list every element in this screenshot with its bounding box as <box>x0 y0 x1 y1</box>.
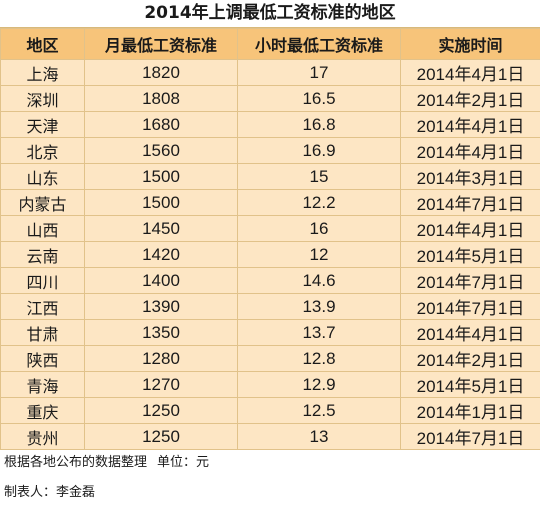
monthly-wage-cell: 1820 <box>84 59 238 86</box>
hourly-wage-cell: 16.8 <box>237 111 401 138</box>
hourly-wage-cell: 16 <box>237 215 401 242</box>
effective-date-cell: 2014年7月1日 <box>400 267 540 294</box>
monthly-wage-cell: 1500 <box>84 163 238 190</box>
table-row: 山西 1450 16 2014年4月1日 <box>0 215 540 242</box>
table-row: 深圳 1808 16.5 2014年2月1日 <box>0 85 540 112</box>
hourly-wage-cell: 12.5 <box>237 397 401 424</box>
table-row: 北京 1560 16.9 2014年4月1日 <box>0 137 540 164</box>
header-row: 地区 月最低工资标准 小时最低工资标准 实施时间 <box>0 28 540 60</box>
monthly-wage-cell: 1270 <box>84 371 238 398</box>
region-cell: 甘肃 <box>0 319 85 346</box>
region-cell: 云南 <box>0 241 85 268</box>
table-row: 天津 1680 16.8 2014年4月1日 <box>0 111 540 138</box>
header-effective-date: 实施时间 <box>400 28 540 60</box>
hourly-wage-cell: 17 <box>237 59 401 86</box>
effective-date-cell: 2014年3月1日 <box>400 163 540 190</box>
table-row: 上海 1820 17 2014年4月1日 <box>0 59 540 86</box>
region-cell: 内蒙古 <box>0 189 85 216</box>
monthly-wage-cell: 1420 <box>84 241 238 268</box>
table-row: 山东 1500 15 2014年3月1日 <box>0 163 540 190</box>
table-row: 重庆 1250 12.5 2014年1月1日 <box>0 397 540 424</box>
effective-date-cell: 2014年4月1日 <box>400 111 540 138</box>
table-row: 陕西 1280 12.8 2014年2月1日 <box>0 345 540 372</box>
monthly-wage-cell: 1450 <box>84 215 238 242</box>
effective-date-cell: 2014年7月1日 <box>400 423 540 450</box>
table-row: 内蒙古 1500 12.2 2014年7月1日 <box>0 189 540 216</box>
table-row: 四川 1400 14.6 2014年7月1日 <box>0 267 540 294</box>
effective-date-cell: 2014年4月1日 <box>400 137 540 164</box>
hourly-wage-cell: 14.6 <box>237 267 401 294</box>
hourly-wage-cell: 12.8 <box>237 345 401 372</box>
monthly-wage-cell: 1500 <box>84 189 238 216</box>
effective-date-cell: 2014年4月1日 <box>400 215 540 242</box>
table-body: 上海 1820 17 2014年4月1日 深圳 1808 16.5 2014年2月1日 天津… <box>0 59 540 450</box>
hourly-wage-cell: 12.9 <box>237 371 401 398</box>
monthly-wage-cell: 1250 <box>84 423 238 450</box>
region-cell: 上海 <box>0 59 85 86</box>
region-cell: 青海 <box>0 371 85 398</box>
table-title: 2014年上调最低工资标准的地区 <box>0 0 540 28</box>
table-row: 青海 1270 12.9 2014年5月1日 <box>0 371 540 398</box>
table-row: 云南 1420 12 2014年5月1日 <box>0 241 540 268</box>
table-row: 甘肃 1350 13.7 2014年4月1日 <box>0 319 540 346</box>
monthly-wage-cell: 1350 <box>84 319 238 346</box>
effective-date-cell: 2014年1月1日 <box>400 397 540 424</box>
table-row: 江西 1390 13.9 2014年7月1日 <box>0 293 540 320</box>
monthly-wage-cell: 1400 <box>84 267 238 294</box>
monthly-wage-cell: 1280 <box>84 345 238 372</box>
table-row: 贵州 1250 13 2014年7月1日 <box>0 423 540 450</box>
hourly-wage-cell: 13.9 <box>237 293 401 320</box>
source-note: 根据各地公布的数据整理 <box>4 455 148 470</box>
region-cell: 山西 <box>0 215 85 242</box>
monthly-wage-cell: 1680 <box>84 111 238 138</box>
region-cell: 重庆 <box>0 397 85 424</box>
unit-note: 单位：元 <box>157 455 210 470</box>
region-cell: 江西 <box>0 293 85 320</box>
effective-date-cell: 2014年5月1日 <box>400 371 540 398</box>
effective-date-cell: 2014年2月1日 <box>400 85 540 112</box>
effective-date-cell: 2014年7月1日 <box>400 189 540 216</box>
author-note: 制表人：李金磊 <box>4 485 96 500</box>
region-cell: 深圳 <box>0 85 85 112</box>
region-cell: 四川 <box>0 267 85 294</box>
region-cell: 山东 <box>0 163 85 190</box>
effective-date-cell: 2014年2月1日 <box>400 345 540 372</box>
header-region: 地区 <box>0 28 85 60</box>
header-monthly-wage: 月最低工资标准 <box>84 28 238 60</box>
hourly-wage-cell: 12 <box>237 241 401 268</box>
hourly-wage-cell: 13.7 <box>237 319 401 346</box>
hourly-wage-cell: 12.2 <box>237 189 401 216</box>
monthly-wage-cell: 1390 <box>84 293 238 320</box>
footer: 根据各地公布的数据整理 单位：元 制表人：李金磊 <box>0 450 540 506</box>
monthly-wage-cell: 1560 <box>84 137 238 164</box>
effective-date-cell: 2014年7月1日 <box>400 293 540 320</box>
region-cell: 贵州 <box>0 423 85 450</box>
region-cell: 北京 <box>0 137 85 164</box>
hourly-wage-cell: 15 <box>237 163 401 190</box>
region-cell: 天津 <box>0 111 85 138</box>
footer-source-line: 根据各地公布的数据整理 单位：元 <box>4 450 540 476</box>
effective-date-cell: 2014年4月1日 <box>400 59 540 86</box>
hourly-wage-cell: 16.5 <box>237 85 401 112</box>
monthly-wage-cell: 1808 <box>84 85 238 112</box>
hourly-wage-cell: 13 <box>237 423 401 450</box>
effective-date-cell: 2014年5月1日 <box>400 241 540 268</box>
effective-date-cell: 2014年4月1日 <box>400 319 540 346</box>
min-wage-table: 地区 月最低工资标准 小时最低工资标准 实施时间 上海 1820 17 2014年4月… <box>0 28 540 450</box>
monthly-wage-cell: 1250 <box>84 397 238 424</box>
region-cell: 陕西 <box>0 345 85 372</box>
hourly-wage-cell: 16.9 <box>237 137 401 164</box>
header-hourly-wage: 小时最低工资标准 <box>237 28 401 60</box>
